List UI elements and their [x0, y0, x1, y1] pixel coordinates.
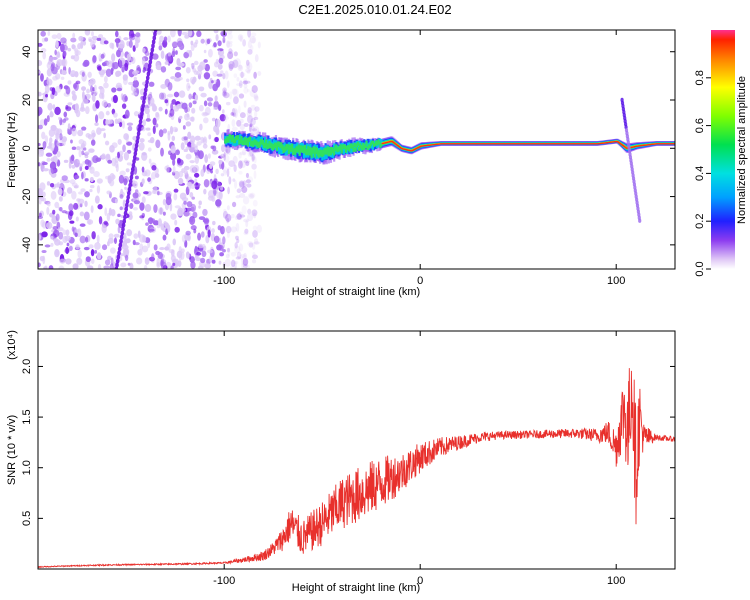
spec-ytick-label-0: -40 [21, 237, 33, 253]
snr-ytick-label-2: 1.5 [21, 409, 33, 424]
snr-ytick-label-1: 1.0 [21, 460, 33, 475]
spectrogram-frame [37, 29, 676, 270]
band-layer-5 [381, 140, 675, 152]
spectrogram-y-label: Frequency (Hz) [6, 112, 18, 188]
colorbar-label: Normalized spectral amplitude [736, 76, 748, 224]
snr-ytick-label-3: 2.0 [21, 359, 33, 374]
snr-x-label: Height of straight line (km) [292, 582, 420, 594]
colorbar [711, 30, 735, 269]
spec-ytick-label-4: 40 [21, 46, 33, 58]
spec-xtick-label-2: 100 [607, 275, 625, 287]
colorbar-tick-label-3: 0.6 [694, 118, 706, 133]
spec-ytick-label-1: -20 [21, 189, 33, 205]
snr-ytick-label-0: 0.5 [21, 511, 33, 526]
spectrogram-plot-area [38, 30, 675, 269]
page-title: C2E1.2025.010.01.24.E02 [298, 2, 451, 17]
snr-plot-area [38, 368, 675, 569]
main-band [224, 129, 675, 165]
snr-xtick-label-2: 100 [607, 575, 625, 587]
snr-multiplier: (x10⁴) [6, 330, 18, 360]
noise-region [38, 30, 262, 269]
colorbar-tick-label-4: 0.8 [694, 70, 706, 85]
spec-ytick-label-3: 20 [21, 94, 33, 106]
snr-frame [37, 330, 676, 570]
snr-y-label: SNR (10 * v/v) [6, 415, 18, 485]
spec-ytick-label-2: 0 [21, 145, 33, 151]
colorbar-tick-label-1: 0.2 [694, 214, 706, 229]
colorbar-tick-label-2: 0.4 [694, 166, 706, 181]
snr-xtick-label-0: -100 [213, 575, 235, 587]
snr-xtick-label-1: 0 [417, 575, 423, 587]
colorbar-tick-label-0: 0.0 [694, 261, 706, 276]
spec-xtick-label-1: 0 [417, 275, 423, 287]
snr-series-line [38, 368, 675, 569]
end-feature [620, 97, 642, 223]
spectrogram-x-label: Height of straight line (km) [292, 286, 420, 298]
spec-xtick-label-0: -100 [213, 275, 235, 287]
dispersed-trace [114, 30, 158, 269]
